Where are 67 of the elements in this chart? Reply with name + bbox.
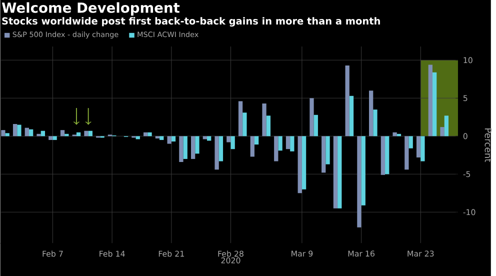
bar	[349, 96, 354, 136]
bar	[214, 136, 219, 170]
bar	[230, 136, 235, 150]
bar	[250, 136, 254, 157]
bar	[314, 114, 318, 136]
bar	[148, 132, 152, 136]
bar	[444, 116, 449, 136]
bar	[190, 136, 196, 159]
bar	[286, 136, 290, 150]
bar	[36, 134, 41, 136]
bar	[28, 129, 34, 136]
bar	[40, 130, 46, 136]
bar	[302, 136, 306, 190]
bar	[310, 98, 314, 136]
bar	[361, 136, 366, 206]
bar	[242, 112, 247, 136]
bar	[195, 136, 200, 154]
bar	[12, 124, 18, 136]
bar	[428, 64, 432, 136]
bar	[17, 124, 22, 136]
bar	[262, 104, 266, 136]
bar	[48, 136, 53, 140]
bar	[226, 136, 231, 142]
bar	[385, 136, 390, 174]
bar	[238, 101, 243, 136]
bar	[326, 136, 330, 164]
bar	[88, 130, 92, 136]
bar	[392, 132, 397, 136]
bar	[440, 127, 444, 136]
chart-title: Welcome Development	[2, 2, 180, 16]
bar	[420, 136, 425, 162]
bar	[84, 130, 88, 136]
y-axis-title: Percent	[484, 128, 492, 162]
bar	[298, 136, 302, 194]
bar	[24, 128, 29, 136]
bar	[338, 136, 342, 208]
bar	[345, 66, 350, 136]
bar	[266, 116, 270, 136]
bar	[432, 72, 437, 136]
chart-subtitle: Stocks worldwide post first back-to-back gains in more than a month	[2, 17, 380, 27]
bar	[278, 136, 282, 151]
bar	[60, 130, 65, 136]
bar	[254, 136, 259, 145]
bar	[290, 136, 294, 152]
bar	[357, 136, 362, 228]
bar	[333, 136, 338, 208]
bar	[167, 136, 172, 144]
bar	[218, 136, 224, 162]
bar	[64, 134, 69, 136]
bar	[183, 136, 188, 159]
bar	[1, 130, 6, 136]
bar	[207, 136, 212, 141]
bar	[380, 136, 386, 175]
bar	[202, 136, 208, 140]
bar	[160, 136, 164, 140]
bar	[404, 136, 409, 170]
bar	[322, 136, 326, 173]
bar	[136, 136, 140, 140]
bar	[274, 136, 278, 162]
bar	[171, 136, 176, 142]
bar	[408, 136, 413, 148]
bar	[416, 136, 421, 158]
bar	[5, 133, 10, 136]
bar	[52, 136, 57, 140]
bar	[179, 136, 184, 162]
bar	[369, 90, 374, 136]
bar	[373, 110, 378, 136]
